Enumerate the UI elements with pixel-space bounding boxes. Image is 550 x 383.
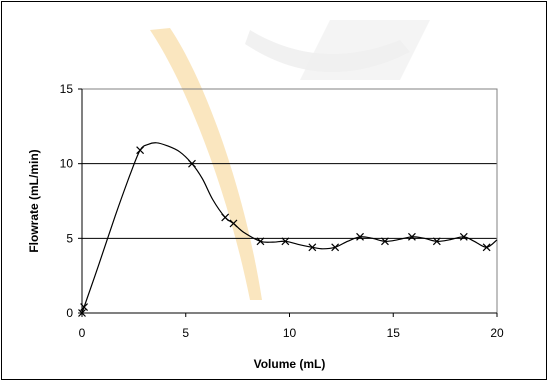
data-point-marker [482, 243, 491, 252]
y-tick-label: 15 [60, 82, 74, 96]
x-tick-label: 0 [79, 326, 86, 340]
plot-area-border [81, 88, 498, 314]
marker-stroke [381, 237, 389, 246]
y-tick-label: 10 [60, 157, 74, 171]
watermark-shape [300, 20, 430, 80]
x-tick-label: 15 [387, 326, 401, 340]
x-tick-label: 20 [490, 326, 504, 340]
axis-layer [78, 88, 498, 317]
y-tick-label: 0 [66, 306, 73, 320]
data-point-marker [256, 237, 265, 246]
data-point-marker [381, 237, 389, 246]
marker-stroke [356, 232, 364, 241]
data-point-marker [308, 243, 317, 252]
marker-stroke [482, 243, 491, 252]
series-layer [81, 142, 498, 314]
watermark-swoosh [150, 28, 262, 300]
marker-stroke [459, 232, 468, 241]
marker-stroke [188, 159, 196, 168]
marker-stroke [256, 237, 265, 246]
marker-stroke [408, 232, 416, 241]
marker-stroke [136, 146, 145, 155]
data-point-marker [356, 232, 364, 241]
marker-stroke [281, 237, 290, 246]
y-tick-label: 5 [66, 231, 73, 245]
y-axis-title: Flowrate (mL/min) [27, 149, 41, 252]
data-point-marker [136, 146, 145, 155]
marker-stroke [221, 213, 230, 222]
grid-layer [82, 88, 497, 239]
data-point-marker [432, 237, 441, 246]
data-point-marker [331, 243, 340, 252]
marker-stroke [432, 237, 441, 246]
x-tick-label: 5 [182, 326, 189, 340]
data-point-marker [281, 237, 290, 246]
marker-stroke [80, 303, 88, 311]
data-point-marker [188, 159, 196, 168]
marker-layer [78, 146, 491, 317]
data-point-marker [78, 309, 86, 317]
x-axis-title: Volume (mL) [254, 357, 326, 371]
data-point-marker [221, 213, 230, 222]
data-point-marker [229, 219, 238, 228]
marker-stroke [229, 219, 238, 228]
data-point-marker [408, 232, 416, 241]
marker-stroke [331, 243, 340, 252]
marker-stroke [308, 243, 317, 252]
data-point-marker [80, 303, 88, 311]
x-tick-label: 10 [283, 326, 297, 340]
series-line [81, 142, 498, 314]
marker-stroke [78, 309, 86, 317]
label-layer: 0 5 10 15 0 5 10 15 20 [60, 82, 504, 340]
data-point-marker [459, 232, 468, 241]
